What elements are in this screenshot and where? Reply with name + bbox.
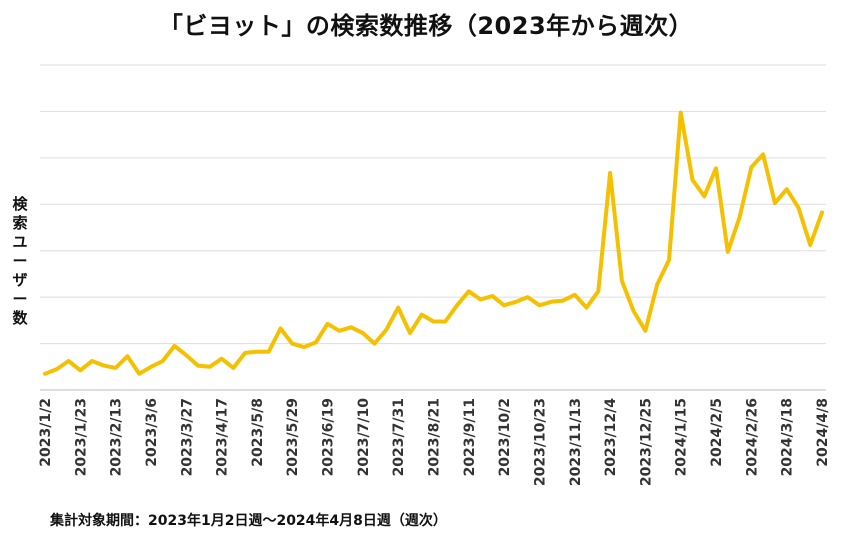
- y-axis-label-text: 検索ユーザー数: [12, 195, 28, 327]
- x-tick-label: 2023/4/17: [215, 398, 231, 476]
- chart-title: 「ビヨット」の検索数推移（2023年から週次）: [158, 12, 694, 40]
- x-tick-label: 2024/2/26: [744, 398, 760, 476]
- x-tick-label: 2023/1/2: [38, 398, 54, 467]
- x-tick-label: 2023/12/4: [603, 398, 619, 477]
- x-tick-label: 2023/8/21: [427, 398, 443, 476]
- x-tick-label: 2023/12/25: [638, 398, 654, 486]
- x-tick-labels: 2023/1/2 2023/1/23 2023/2/13 2023/3/6 2023/3…: [38, 398, 831, 486]
- y-axis-label: 検索ユーザー数: [10, 195, 30, 328]
- x-tick-label: 2023/3/6: [144, 398, 160, 467]
- x-tick-label: 2024/2/5: [709, 398, 725, 467]
- x-tick-label: 2024/4/8: [815, 398, 831, 467]
- x-tick-label: 2023/5/29: [285, 398, 301, 476]
- x-tick-label: 2023/7/10: [356, 398, 372, 477]
- x-tick-label: 2023/10/23: [532, 398, 548, 486]
- footnote: 集計対象期間：2023年1月2日週〜2024年4月8日週（週次）: [50, 513, 447, 529]
- x-tick-label: 2023/9/11: [462, 398, 478, 476]
- x-tick-label: 2023/5/8: [250, 398, 266, 467]
- x-tick-label: 2023/3/27: [179, 398, 195, 476]
- x-tick-label: 2023/2/13: [109, 398, 125, 476]
- x-tick-label: 2023/11/13: [568, 398, 584, 486]
- x-tick-label: 2023/7/31: [391, 398, 407, 476]
- x-tick-label: 2024/1/15: [674, 398, 690, 476]
- search-users-line: [43, 110, 824, 376]
- x-tick-label: 2023/10/2: [497, 398, 513, 476]
- gridlines: [40, 64, 826, 391]
- x-tick-label: 2023/6/19: [321, 398, 337, 476]
- x-tick-label: 2023/1/23: [73, 398, 89, 476]
- x-tick-label: 2024/3/18: [780, 398, 796, 476]
